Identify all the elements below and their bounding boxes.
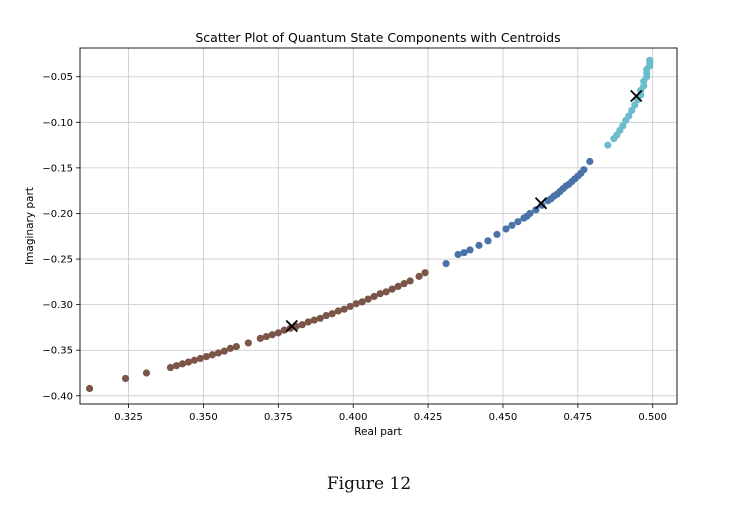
data-point-cluster-1 xyxy=(220,347,228,355)
data-point-cluster-1 xyxy=(256,334,264,342)
data-point-cluster-1 xyxy=(310,316,318,324)
data-point-cluster-1 xyxy=(316,314,324,322)
data-point-cluster-1 xyxy=(85,384,94,393)
x-tick-label: 0.350 xyxy=(189,412,218,423)
data-point-cluster-2 xyxy=(526,209,534,218)
y-axis-ticks: −0.40 −0.35 −0.30 −0.25 −0.20 −0.15 −0.10 −0.05 xyxy=(42,72,80,402)
data-point-cluster-3 xyxy=(631,101,639,109)
data-point-cluster-2 xyxy=(460,249,468,257)
data-point-cluster-1 xyxy=(322,311,330,320)
data-point-cluster-3 xyxy=(604,141,612,149)
data-point-cluster-1 xyxy=(382,288,390,296)
data-point-cluster-1 xyxy=(346,302,354,311)
data-point-cluster-1 xyxy=(280,326,288,334)
data-point-cluster-3 xyxy=(628,106,636,115)
y-tick-label: −0.35 xyxy=(42,346,73,357)
data-point-cluster-2 xyxy=(508,221,516,229)
x-axis-ticks: 0.325 0.350 0.375 0.400 0.425 0.450 0.475 0.500 xyxy=(114,404,667,423)
y-tick-label: −0.40 xyxy=(42,391,73,402)
y-tick-label: −0.25 xyxy=(42,255,73,266)
y-tick-label: −0.15 xyxy=(42,163,73,174)
data-point-cluster-1 xyxy=(232,342,240,351)
x-tick-label: 0.475 xyxy=(564,412,593,423)
data-point-cluster-1 xyxy=(184,358,193,366)
y-tick-label: −0.10 xyxy=(42,118,73,129)
centroid-marker xyxy=(285,319,298,333)
data-point-cluster-1 xyxy=(214,349,222,357)
data-point-cluster-1 xyxy=(121,374,130,383)
y-tick-label: −0.30 xyxy=(42,300,73,311)
data-point-cluster-1 xyxy=(328,310,336,318)
data-point-cluster-1 xyxy=(226,344,234,352)
x-axis-label: Real part xyxy=(354,426,402,438)
data-point-cluster-1 xyxy=(421,269,429,277)
scatter-chart: Scatter Plot of Quantum State Components… xyxy=(24,30,678,438)
data-point-cluster-2 xyxy=(514,218,522,226)
data-point-cluster-3 xyxy=(625,112,633,120)
data-point-cluster-1 xyxy=(406,277,414,285)
data-point-cluster-2 xyxy=(586,157,594,166)
data-points xyxy=(85,56,654,393)
data-point-cluster-1 xyxy=(178,360,187,368)
data-point-cluster-2 xyxy=(502,225,510,233)
data-point-cluster-2 xyxy=(475,241,483,249)
x-tick-label: 0.450 xyxy=(489,412,518,423)
figure-caption: Figure 12 xyxy=(326,474,412,494)
chart-title: Scatter Plot of Quantum State Components… xyxy=(195,30,560,45)
data-point-cluster-1 xyxy=(415,272,423,280)
data-point-cluster-3 xyxy=(619,122,627,130)
data-point-cluster-1 xyxy=(364,295,372,303)
data-point-cluster-1 xyxy=(262,332,270,341)
data-point-cluster-1 xyxy=(142,369,151,377)
data-point-cluster-1 xyxy=(340,305,348,313)
data-point-cluster-1 xyxy=(352,300,360,308)
x-tick-label: 0.500 xyxy=(638,412,667,423)
x-tick-label: 0.400 xyxy=(339,412,368,423)
data-point-cluster-2 xyxy=(454,250,462,259)
data-point-cluster-1 xyxy=(370,292,378,301)
data-point-cluster-1 xyxy=(376,290,384,298)
data-point-cluster-1 xyxy=(208,351,217,359)
data-point-cluster-1 xyxy=(196,354,205,363)
data-point-cluster-3 xyxy=(646,56,654,64)
data-point-cluster-1 xyxy=(298,321,306,329)
data-point-cluster-1 xyxy=(244,339,252,347)
data-point-cluster-1 xyxy=(388,285,396,293)
plot-area-frame xyxy=(79,47,678,405)
centroid-markers xyxy=(285,89,643,333)
x-tick-label: 0.375 xyxy=(264,412,293,423)
data-point-cluster-1 xyxy=(166,363,175,372)
data-point-cluster-1 xyxy=(334,307,342,315)
data-point-cluster-2 xyxy=(484,237,492,245)
data-point-cluster-1 xyxy=(172,362,181,370)
data-point-cluster-1 xyxy=(202,352,211,361)
data-point-cluster-1 xyxy=(400,280,408,288)
y-tick-label: −0.05 xyxy=(42,72,73,83)
data-point-cluster-2 xyxy=(442,260,450,268)
x-tick-label: 0.325 xyxy=(114,412,143,423)
data-point-cluster-2 xyxy=(493,230,501,239)
data-point-cluster-2 xyxy=(532,206,540,214)
x-tick-label: 0.425 xyxy=(414,412,443,423)
y-tick-label: −0.20 xyxy=(42,209,73,220)
data-point-cluster-1 xyxy=(274,329,282,337)
data-point-cluster-1 xyxy=(268,331,276,339)
data-point-cluster-1 xyxy=(304,318,312,326)
data-point-cluster-1 xyxy=(394,282,402,290)
data-point-cluster-1 xyxy=(358,298,366,306)
centroid-marker xyxy=(630,89,643,103)
centroid-marker xyxy=(534,197,548,210)
grid-lines xyxy=(80,48,677,404)
data-point-cluster-2 xyxy=(466,246,474,254)
data-point-cluster-2 xyxy=(580,166,588,174)
y-axis-label: Imaginary part xyxy=(24,187,36,265)
data-point-cluster-1 xyxy=(190,356,199,364)
